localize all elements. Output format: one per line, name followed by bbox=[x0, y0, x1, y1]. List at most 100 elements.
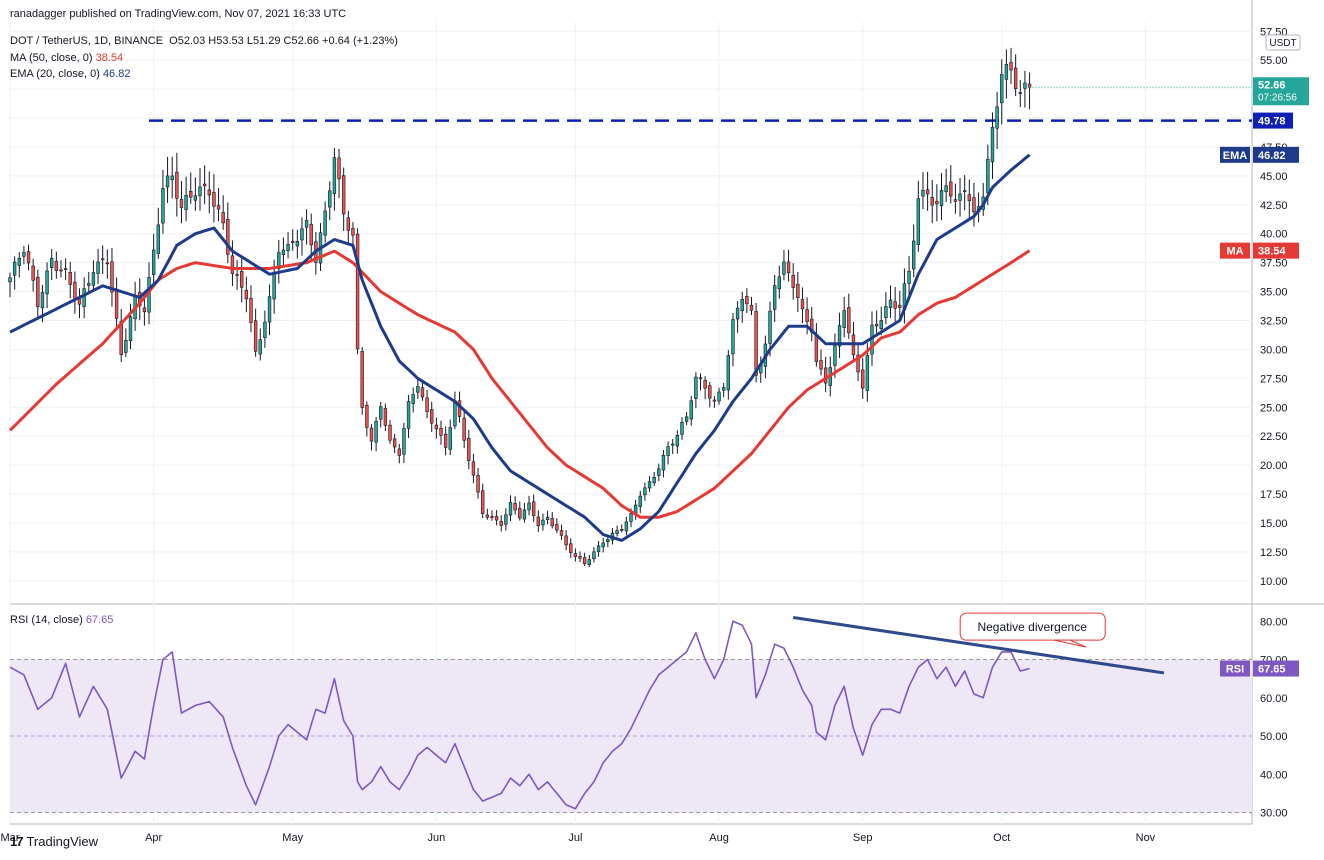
candle-body bbox=[967, 194, 971, 202]
candle-body bbox=[189, 190, 193, 198]
annotation-text: Negative divergence bbox=[977, 620, 1087, 634]
candle-body bbox=[689, 400, 693, 420]
candle-body bbox=[374, 421, 378, 443]
candle-body bbox=[281, 249, 286, 255]
candle-body bbox=[105, 262, 110, 265]
candle-body bbox=[995, 106, 999, 129]
candle-body bbox=[8, 277, 12, 283]
candle-body bbox=[550, 518, 554, 527]
candle-body bbox=[485, 514, 490, 518]
candle-body bbox=[620, 529, 624, 531]
price-tick-label: 20.00 bbox=[1260, 460, 1288, 472]
candle-body bbox=[369, 427, 374, 442]
ma-tag-value-bg bbox=[1253, 242, 1299, 259]
candle-body bbox=[694, 376, 698, 399]
candle-body bbox=[434, 424, 439, 430]
candle-body bbox=[800, 299, 805, 310]
candle-body bbox=[77, 298, 82, 305]
candle-body bbox=[545, 516, 550, 521]
candle-body bbox=[893, 301, 897, 309]
candle-body bbox=[986, 158, 990, 194]
candle-body bbox=[1013, 67, 1018, 90]
ema-tag-label-bg bbox=[1220, 146, 1250, 163]
candle-body bbox=[1004, 64, 1009, 80]
candle-body bbox=[346, 217, 350, 231]
candle-body bbox=[884, 306, 888, 319]
candle-body bbox=[555, 524, 559, 531]
candle-body bbox=[184, 194, 188, 210]
candle-body bbox=[114, 290, 119, 319]
candle-body bbox=[179, 199, 184, 208]
candle-body bbox=[513, 503, 517, 511]
ema-legend-value: 46.82 bbox=[102, 68, 131, 80]
published-line: ranadagger published on TradingView.com,… bbox=[10, 8, 346, 20]
price-tick-label: 42.50 bbox=[1260, 200, 1288, 212]
price-tick-label: 37.50 bbox=[1260, 258, 1288, 270]
candle-body bbox=[754, 311, 758, 376]
candle-body bbox=[337, 157, 341, 180]
tradingview-logo-icon: 17 bbox=[10, 834, 24, 849]
candle-body bbox=[286, 244, 290, 252]
candle-body bbox=[258, 339, 262, 355]
candle-body bbox=[935, 200, 939, 205]
candle-body bbox=[712, 399, 717, 402]
resistance-tag-text: 49.78 bbox=[1258, 116, 1286, 128]
candle-body bbox=[684, 416, 689, 422]
candle-body bbox=[842, 310, 846, 328]
time-tick-label: Apr bbox=[145, 832, 162, 844]
candle-body bbox=[128, 316, 133, 341]
candle-body bbox=[31, 265, 35, 281]
candle-body bbox=[823, 367, 828, 384]
price-tick-label: 10.00 bbox=[1260, 576, 1288, 588]
time-tick-label: Jul bbox=[568, 832, 582, 844]
time-tick-label: Oct bbox=[993, 832, 1010, 844]
candle-body bbox=[40, 292, 45, 309]
candle-body bbox=[323, 210, 327, 236]
candle-body bbox=[879, 320, 883, 330]
rsi-legend: RSI (14, close) 67.65 bbox=[10, 614, 113, 626]
candle-body bbox=[253, 320, 258, 352]
candle-body bbox=[277, 252, 281, 270]
candle-body bbox=[680, 421, 684, 435]
ma-legend-label: MA (50, close, 0) bbox=[10, 52, 93, 64]
last-price-value: 52.66 bbox=[1258, 79, 1286, 91]
ema-tag-value-bg bbox=[1253, 146, 1299, 163]
candle-body bbox=[267, 296, 272, 323]
ma-legend-value: 38.54 bbox=[95, 52, 124, 64]
candle-body bbox=[198, 186, 202, 196]
candle-body bbox=[124, 340, 128, 353]
annotation-pointer bbox=[1054, 639, 1087, 648]
candle-body bbox=[647, 481, 652, 489]
candle-body bbox=[351, 228, 355, 236]
symbol-label: DOT / TetherUS, 1D, BINANCE bbox=[10, 35, 164, 47]
candle-body bbox=[467, 437, 471, 461]
price-tick-label: 45.00 bbox=[1260, 171, 1288, 183]
candle-body bbox=[745, 296, 749, 305]
candle-body bbox=[731, 319, 735, 355]
rsi-tag-value-text: 67.65 bbox=[1258, 664, 1286, 676]
tradingview-footer[interactable]: 17 TradingView bbox=[10, 834, 98, 849]
candle-body bbox=[791, 275, 795, 288]
divergence-line bbox=[792, 615, 1165, 675]
unit-label: USDT bbox=[1269, 38, 1296, 49]
candle-body bbox=[643, 487, 647, 496]
candle-body bbox=[439, 428, 443, 436]
candle-body bbox=[624, 521, 629, 532]
candle-body bbox=[698, 377, 703, 380]
candle-body bbox=[91, 272, 96, 286]
candle-body bbox=[388, 424, 392, 441]
candle-body bbox=[721, 387, 726, 391]
price-tick-label: 35.00 bbox=[1260, 287, 1288, 299]
candle-body bbox=[22, 252, 26, 257]
candle-body bbox=[569, 543, 573, 553]
candle-body bbox=[1009, 61, 1013, 71]
candle-body bbox=[416, 386, 420, 393]
candle-body bbox=[175, 171, 179, 199]
candle-body bbox=[703, 379, 707, 389]
candle-body bbox=[17, 257, 21, 266]
candle-body bbox=[972, 197, 976, 213]
candle-body bbox=[63, 268, 68, 270]
candle-body bbox=[508, 502, 513, 516]
candle-body bbox=[230, 255, 235, 274]
